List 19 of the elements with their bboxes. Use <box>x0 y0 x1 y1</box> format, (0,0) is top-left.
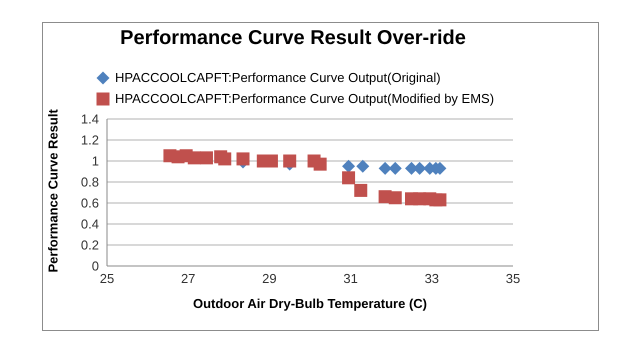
y-tick-label: 0.8 <box>80 174 99 190</box>
legend-label: HPACCOOLCAPFT:Performance Curve Output(Original) <box>115 68 441 86</box>
y-tick-label: 0.4 <box>80 216 99 232</box>
x-axis-title: Outdoor Air Dry-Bulb Temperature (C) <box>192 296 428 311</box>
y-tick-label: 1.2 <box>80 132 99 148</box>
x-tick-label: 31 <box>343 271 358 286</box>
x-tick-label: 25 <box>100 271 114 286</box>
x-tick-label: 29 <box>262 271 277 286</box>
y-tick-label: 0 <box>92 258 99 274</box>
x-tick-label: 33 <box>424 271 440 286</box>
x-tick-label: 27 <box>180 271 196 286</box>
y-tick-label: 0.6 <box>80 196 99 211</box>
y-axis-title: Performance Curve Result <box>46 108 61 272</box>
chart-title: Performance Curve Result Over-ride <box>119 27 467 50</box>
y-tick-label: 0.2 <box>80 238 99 253</box>
x-tick-label: 35 <box>506 271 520 286</box>
legend-label: HPACCOOLCAPFT:Performance Curve Output(Modified by EMS) <box>115 90 494 108</box>
y-tick-label: 1 <box>92 154 99 169</box>
y-tick-label: 1.4 <box>80 112 99 127</box>
